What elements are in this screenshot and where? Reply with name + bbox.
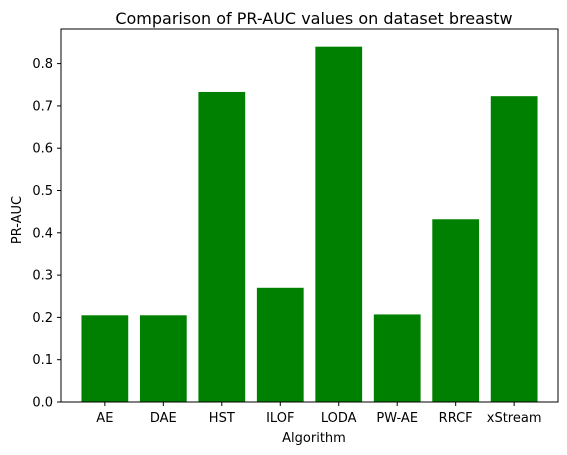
plot-frame <box>60 28 559 403</box>
y-tick-label: 0.1 <box>32 353 53 368</box>
y-tick-label: 0.8 <box>32 57 53 72</box>
x-tick-label: RRCF <box>439 411 473 426</box>
bar-hst <box>198 91 246 402</box>
bar-ilof <box>256 287 304 402</box>
bar-rrcf <box>432 219 480 402</box>
bar-ae <box>81 315 129 402</box>
x-tick-label: DAE <box>150 411 177 426</box>
x-tick-label: xStream <box>487 411 542 426</box>
y-tick-label: 0.0 <box>32 396 53 411</box>
bar-pw-ae <box>373 314 421 402</box>
y-tick-label: 0.4 <box>32 226 53 241</box>
bar-xstream <box>490 96 538 403</box>
x-axis: AE DAE HST ILOF LODA PW-AE RRCF xStream <box>96 402 542 426</box>
x-tick-label: LODA <box>321 411 357 426</box>
y-tick-label: 0.7 <box>32 99 53 114</box>
bars-group <box>81 46 538 403</box>
plot-area: 0.0 0.1 0.2 0.3 0.4 0.5 0.6 0.7 0.8 AE DAE HST ILOF… <box>32 28 559 426</box>
x-tick-label: AE <box>96 411 113 426</box>
y-tick-label: 0.5 <box>32 184 53 199</box>
chart-title: Comparison of PR-AUC values on dataset b… <box>115 9 512 28</box>
y-axis-label: PR-AUC <box>10 196 25 244</box>
y-axis: 0.0 0.1 0.2 0.3 0.4 0.5 0.6 0.7 0.8 <box>32 57 61 411</box>
x-tick-label: PW-AE <box>376 411 418 426</box>
bar-loda <box>315 46 363 403</box>
x-tick-label: ILOF <box>266 411 294 426</box>
y-tick-label: 0.6 <box>32 142 53 157</box>
y-tick-label: 0.3 <box>32 269 53 284</box>
bar-dae <box>139 315 187 402</box>
x-tick-label: HST <box>209 411 235 426</box>
x-axis-label: Algorithm <box>282 431 346 446</box>
y-tick-label: 0.2 <box>32 311 53 326</box>
